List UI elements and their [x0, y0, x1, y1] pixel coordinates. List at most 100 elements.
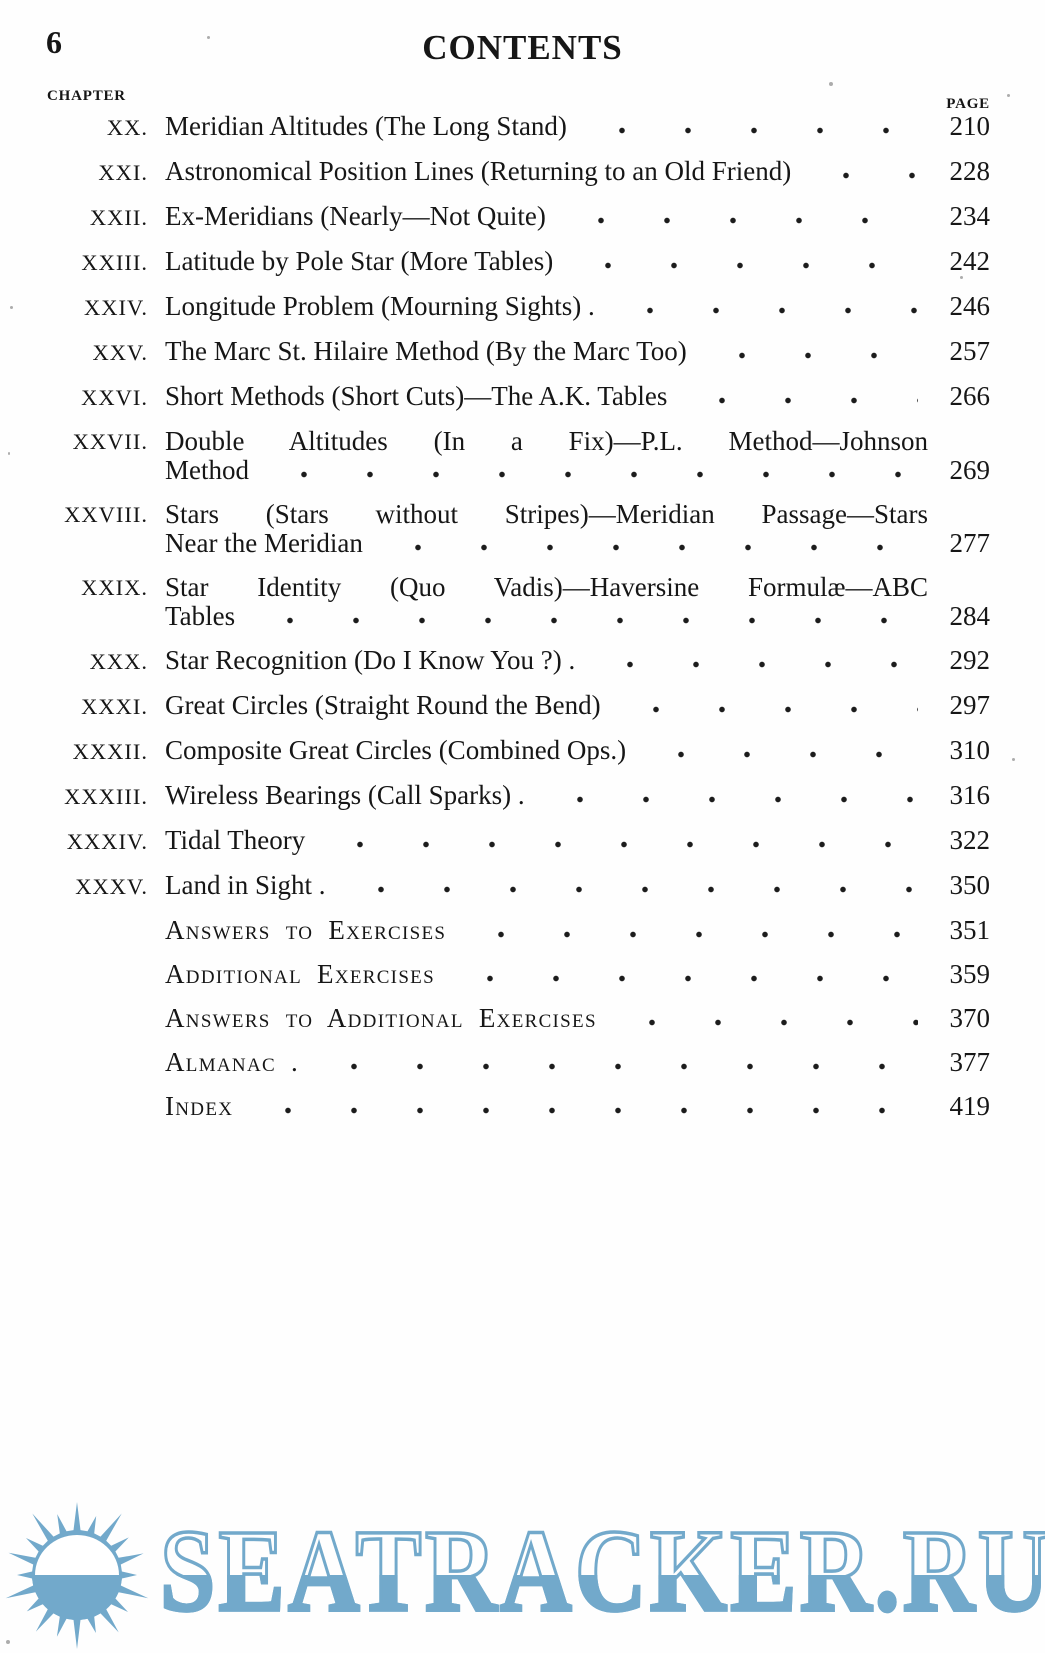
entry-page-number: 228	[949, 156, 991, 186]
entry-title-line2: Method	[165, 456, 928, 485]
dot-leader	[577, 248, 918, 270]
page-title: CONTENTS	[422, 28, 623, 67]
entry-page-number: 316	[949, 780, 991, 810]
entry-title: Additional Exercises	[165, 959, 435, 989]
entry-title-continuation: Tables	[165, 601, 236, 631]
entry-title-line1: Stars (Stars without Stripes)—Meridian P…	[165, 499, 928, 529]
toc-entry: XXVI. Short Methods (Short Cuts)—The A.K.…	[47, 382, 990, 412]
entry-title: Double Altitudes (In a Fix)—P.L. Method—…	[165, 427, 928, 485]
toc-back-matter-entry: Index 419	[47, 1092, 990, 1121]
entry-page-number: 266	[949, 381, 991, 411]
entry-page-number: 234	[949, 201, 991, 231]
scan-speck	[6, 1640, 10, 1644]
scan-speck	[1007, 94, 1010, 97]
entry-page-number: 297	[949, 690, 991, 720]
toc-entry: XXXIII. Wireless Bearings (Call Sparks) .…	[47, 781, 990, 811]
entry-page-number: 350	[949, 870, 991, 900]
chapter-numeral: XXXII.	[72, 739, 148, 764]
scan-speck	[207, 36, 210, 39]
chapter-numeral: XX.	[106, 115, 148, 140]
toc-entry: XXXIV. Tidal Theory 322	[47, 826, 990, 856]
entry-title: Answers to Exercises	[165, 915, 447, 945]
chapter-numeral: XXV.	[92, 340, 148, 365]
entry-page-number: 370	[949, 1003, 991, 1033]
toc-entry: XXIV. Longitude Problem (Mourning Sights)…	[47, 292, 990, 322]
entry-title: Ex-Meridians (Nearly—Not Quite)	[165, 201, 546, 231]
entry-title: Composite Great Circles (Combined Ops.)	[165, 735, 627, 765]
entry-page-number: 246	[949, 291, 991, 321]
entry-page-number: 292	[949, 645, 991, 675]
chapter-numeral: XXII.	[89, 205, 148, 230]
dot-leader	[599, 647, 918, 669]
watermark: SEATRACKER.RU	[0, 1420, 1045, 1653]
entry-title: Tidal Theory	[165, 825, 306, 855]
dot-leader	[620, 1005, 918, 1027]
entry-title: Star Recognition (Do I Know You ?) .	[165, 645, 576, 675]
chapter-numeral: XXXIII.	[64, 784, 148, 809]
entry-title: Land in Sight .	[165, 870, 326, 900]
entry-page-number: 322	[949, 825, 991, 855]
chapter-numeral: XXIII.	[81, 250, 148, 275]
dot-leader	[624, 692, 918, 714]
toc-back-matter-entry: Additional Exercises 359	[47, 960, 990, 989]
chapter-column-header: CHAPTER	[47, 88, 126, 104]
chapter-numeral: XXXI.	[81, 694, 148, 719]
chapter-numeral: XXIX.	[81, 575, 148, 600]
toc-entry: XXII. Ex-Meridians (Nearly—Not Quite) 234	[47, 202, 990, 232]
entry-page-number: 269	[949, 455, 991, 485]
scan-speck	[960, 276, 963, 279]
dot-leader	[618, 293, 918, 315]
entry-title: Meridian Altitudes (The Long Stand)	[165, 111, 567, 141]
sun-rays	[5, 1502, 149, 1649]
entry-title: Longitude Problem (Mourning Sights) .	[165, 291, 595, 321]
sun-over-sea-icon	[5, 1502, 149, 1649]
entry-title: Stars (Stars without Stripes)—Meridian P…	[165, 500, 928, 558]
toc-entry: XXV. The Marc St. Hilaire Method (By the …	[47, 337, 990, 367]
page-number: 6	[46, 24, 63, 60]
entry-page-number: 210	[949, 111, 991, 141]
dot-leader	[458, 961, 918, 983]
dot-leader	[323, 1049, 918, 1071]
dot-leader	[349, 872, 918, 894]
toc-list: XX. Meridian Altitudes (The Long Stand) 21…	[47, 112, 990, 1136]
chapter-numeral: XXVIII.	[64, 502, 148, 527]
entry-title-line1: Star Identity (Quo Vadis)—Haversine Form…	[165, 572, 928, 602]
scan-speck	[829, 82, 833, 86]
dot-leader	[650, 737, 918, 759]
dot-leader	[710, 338, 918, 360]
dot-leader	[329, 827, 918, 849]
chapter-numeral: XXX.	[89, 649, 148, 674]
dot-leader	[386, 530, 918, 552]
entry-page-number: 419	[949, 1091, 991, 1121]
chapter-numeral: XXIV.	[84, 295, 148, 320]
dot-leader	[273, 457, 918, 479]
entry-title: Wireless Bearings (Call Sparks) .	[165, 780, 525, 810]
scan-speck	[1012, 758, 1015, 761]
entry-page-number: 310	[949, 735, 991, 765]
entry-title: The Marc St. Hilaire Method (By the Marc…	[165, 336, 687, 366]
dot-leader	[590, 113, 918, 135]
chapter-numeral: XXXV.	[75, 874, 148, 899]
chapter-numeral: XXVI.	[81, 385, 148, 410]
page-column-header: PAGE	[946, 96, 990, 112]
dot-leader	[257, 1093, 918, 1115]
chapter-numeral: XXVII.	[72, 429, 148, 454]
toc-back-matter-entry: Answers to Additional Exercises 370	[47, 1004, 990, 1033]
entry-page-number: 277	[949, 528, 991, 558]
entry-title: Short Methods (Short Cuts)—The A.K. Tabl…	[165, 381, 668, 411]
entry-title: Star Identity (Quo Vadis)—Haversine Form…	[165, 573, 928, 631]
entry-title-line2: Near the Meridian	[165, 529, 928, 558]
toc-back-matter-entry: Almanac . 377	[47, 1048, 990, 1077]
entry-page-number: 377	[949, 1047, 991, 1077]
sea-half-disc	[32, 1575, 122, 1620]
entry-title-line2: Tables	[165, 602, 928, 631]
toc-entry: XXXI. Great Circles (Straight Round the B…	[47, 691, 990, 721]
watermark-text: SEATRACKER.RU	[159, 1504, 1045, 1638]
column-headers: CHAPTER PAGE	[47, 88, 990, 113]
entry-title: Great Circles (Straight Round the Bend)	[165, 690, 601, 720]
toc-entry: XXI. Astronomical Position Lines (Returni…	[47, 157, 990, 187]
entry-page-number: 351	[949, 915, 991, 945]
scan-speck	[10, 306, 13, 309]
entry-title: Astronomical Position Lines (Returning t…	[165, 156, 792, 186]
